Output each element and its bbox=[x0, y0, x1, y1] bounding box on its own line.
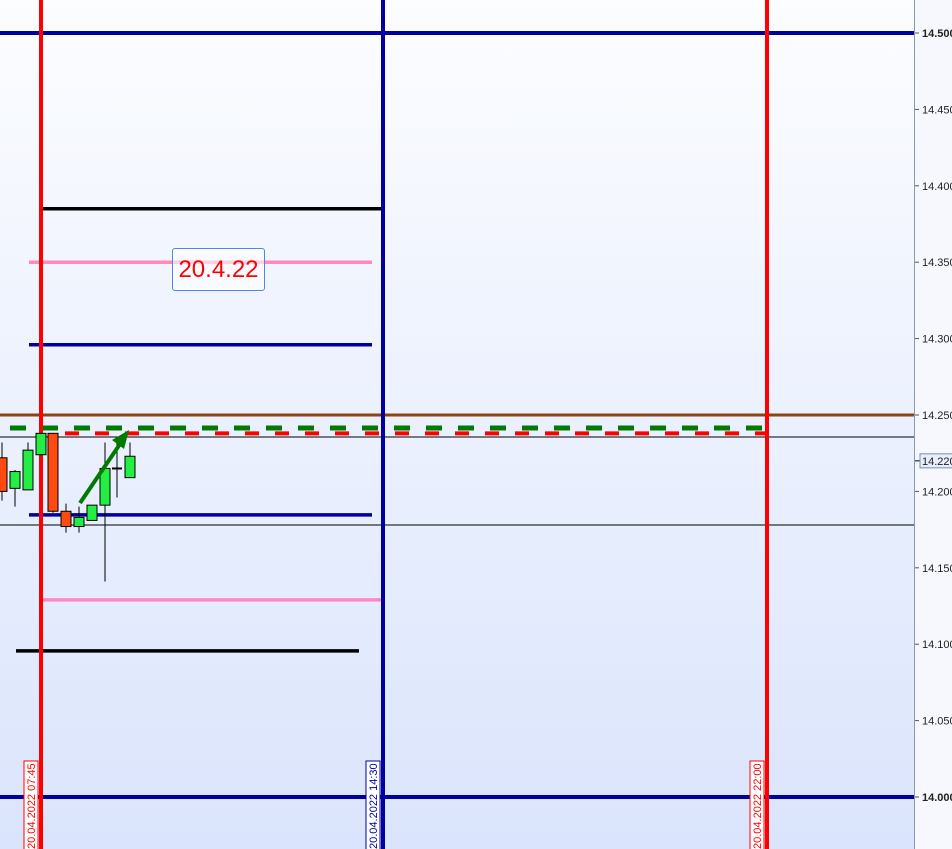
axis-tick-label: 14.400 bbox=[922, 181, 952, 193]
axis-tick-label: 14.000 bbox=[922, 792, 952, 804]
candle bbox=[0, 442, 8, 501]
time-label: 20.04.2022 07:45 bbox=[26, 763, 38, 849]
current-price-box bbox=[919, 453, 952, 469]
axis-tick-label: 14.450 bbox=[922, 104, 952, 116]
time-label: 20.04.2022 14:30 bbox=[368, 763, 380, 849]
price-axis-ticks: 14.500 14.450 14.400 14.350 14.300 14.250 14.2… bbox=[915, 28, 952, 804]
current-price-label: 14.220 bbox=[922, 456, 952, 468]
candle-body bbox=[35, 432, 47, 456]
trend-arrow-head bbox=[112, 430, 129, 449]
chart-canvas: 20.04.2022 07:45 20.04.2022 14:30 20.04.20… bbox=[0, 0, 914, 849]
axis-tick-label: 14.150 bbox=[922, 563, 952, 575]
axis-tick-label: 14.300 bbox=[922, 334, 952, 346]
candle bbox=[86, 504, 98, 521]
date-annotation[interactable]: 20.4.22 bbox=[172, 248, 265, 291]
candle-body bbox=[124, 455, 136, 479]
candle bbox=[9, 470, 21, 507]
axis-tick-label: 14.050 bbox=[922, 716, 952, 728]
axis-tick-label: 14.500 bbox=[922, 28, 952, 40]
axis-tick-label: 14.250 bbox=[922, 410, 952, 422]
time-label-box bbox=[365, 760, 381, 849]
axis-tick-label: 14.200 bbox=[922, 486, 952, 498]
candle bbox=[124, 442, 136, 479]
candle bbox=[22, 442, 34, 491]
axis-tick-label: 14.350 bbox=[922, 257, 952, 269]
chart-plot-area[interactable]: 20.04.2022 07:45 20.04.2022 14:30 20.04.20… bbox=[0, 0, 914, 849]
trend-arrow-shaft bbox=[78, 442, 122, 505]
candle bbox=[60, 503, 72, 533]
candle bbox=[35, 432, 47, 456]
candle bbox=[47, 432, 59, 513]
time-label-box bbox=[749, 760, 765, 849]
time-label-box bbox=[23, 760, 39, 849]
candle bbox=[73, 506, 85, 533]
candle-body bbox=[0, 457, 8, 492]
candle-body bbox=[86, 504, 98, 521]
axis-tick-label: 14.100 bbox=[922, 639, 952, 651]
candle-body bbox=[73, 516, 85, 528]
candle-body bbox=[22, 449, 34, 491]
candle-body bbox=[9, 471, 21, 489]
time-label: 20.04.2022 22:00 bbox=[752, 763, 764, 849]
price-axis[interactable]: 14.500 14.450 14.400 14.350 14.300 14.250 14.2… bbox=[914, 0, 952, 849]
candle-body bbox=[47, 432, 59, 512]
candle-body bbox=[60, 510, 72, 528]
